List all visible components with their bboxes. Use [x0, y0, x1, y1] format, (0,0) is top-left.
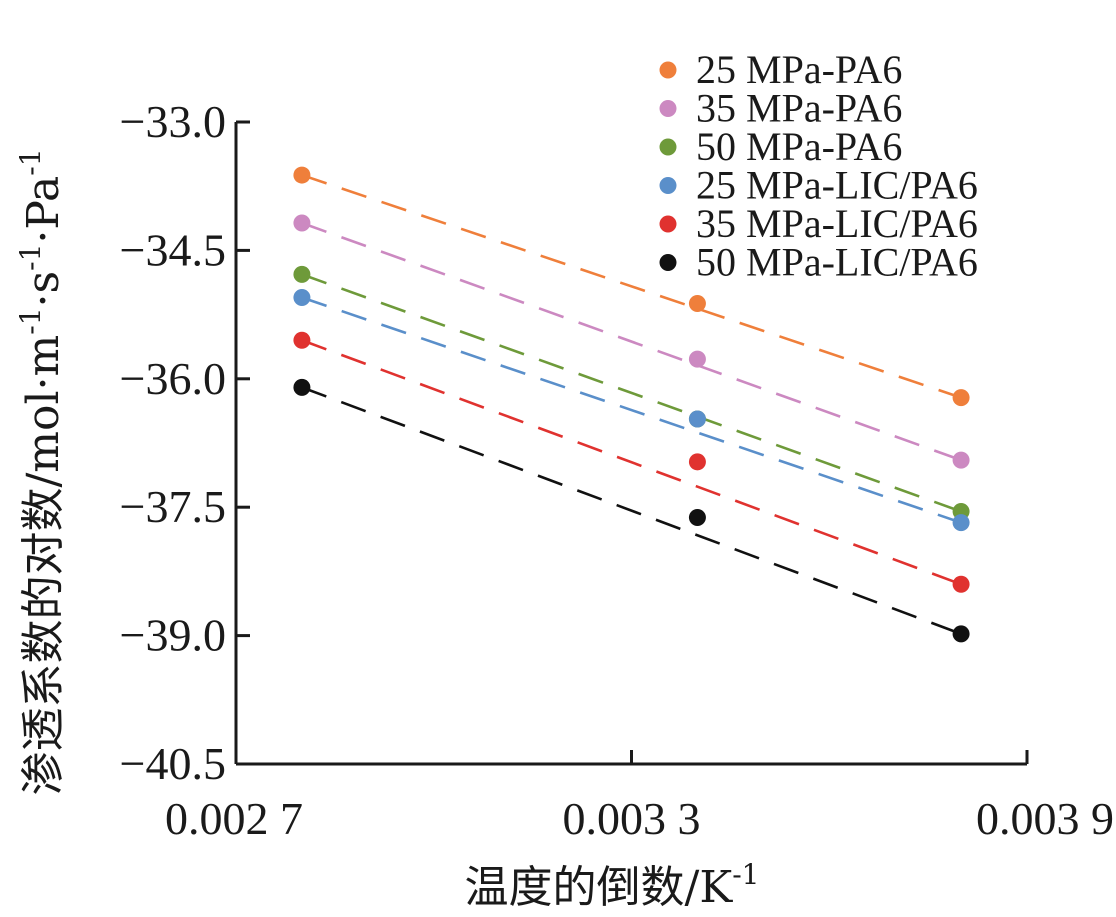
legend-label: 50 MPa-PA6 — [696, 124, 902, 169]
legend-marker — [659, 61, 677, 79]
data-point — [293, 288, 311, 306]
fit-line — [301, 221, 962, 462]
fit-lines — [301, 173, 962, 636]
data-points — [293, 166, 970, 643]
fit-line — [301, 273, 962, 513]
y-tick-label: −40.5 — [120, 738, 226, 789]
y-ticks: −33.0 −34.5 −36.0 −37.5 −39.0 −40.5 — [120, 96, 250, 789]
legend-label: 50 MPa-LIC/PA6 — [696, 240, 978, 285]
y-tick-label: −39.0 — [120, 610, 226, 661]
data-point — [293, 166, 311, 184]
data-point — [293, 214, 311, 232]
legend-marker — [659, 138, 677, 156]
data-point — [293, 265, 311, 283]
legend-marker — [659, 177, 677, 194]
y-axis-title: 渗透系数的对数/mol·m-1·s-1·Pa-1 — [14, 148, 69, 795]
data-point — [688, 410, 706, 428]
data-point — [952, 389, 970, 407]
data-point — [688, 294, 706, 312]
data-point — [952, 451, 970, 469]
data-point — [688, 453, 706, 471]
legend-marker — [659, 254, 677, 271]
y-tick-label: −37.5 — [120, 481, 226, 532]
legend-label: 35 MPa-LIC/PA6 — [696, 201, 978, 246]
y-tick-label: −33.0 — [120, 96, 226, 147]
x-ticks: 0.002 7 0.003 3 0.003 9 — [165, 750, 1114, 844]
x-axis-title: 温度的倒数/K-1 — [465, 858, 760, 913]
y-tick-label: −36.0 — [120, 353, 226, 404]
fit-line — [301, 339, 962, 586]
x-tick-label: 0.003 3 — [563, 793, 701, 844]
fit-line — [301, 296, 962, 524]
legend-label: 25 MPa-LIC/PA6 — [696, 163, 978, 208]
x-tick-label: 0.002 7 — [165, 793, 303, 844]
legend-marker — [659, 215, 677, 233]
x-tick-label: 0.003 9 — [976, 793, 1114, 844]
legend-label: 35 MPa-PA6 — [696, 86, 902, 131]
data-point — [952, 514, 970, 532]
legend-marker — [659, 100, 677, 117]
data-point — [293, 378, 311, 396]
data-point — [688, 508, 706, 526]
y-tick-label: −34.5 — [120, 224, 226, 275]
fit-line — [301, 173, 962, 399]
data-point — [952, 575, 970, 593]
data-point — [293, 331, 311, 349]
data-point — [688, 350, 706, 368]
data-point — [952, 625, 970, 643]
legend-label: 25 MPa-PA6 — [696, 47, 902, 92]
fit-line — [301, 386, 962, 636]
